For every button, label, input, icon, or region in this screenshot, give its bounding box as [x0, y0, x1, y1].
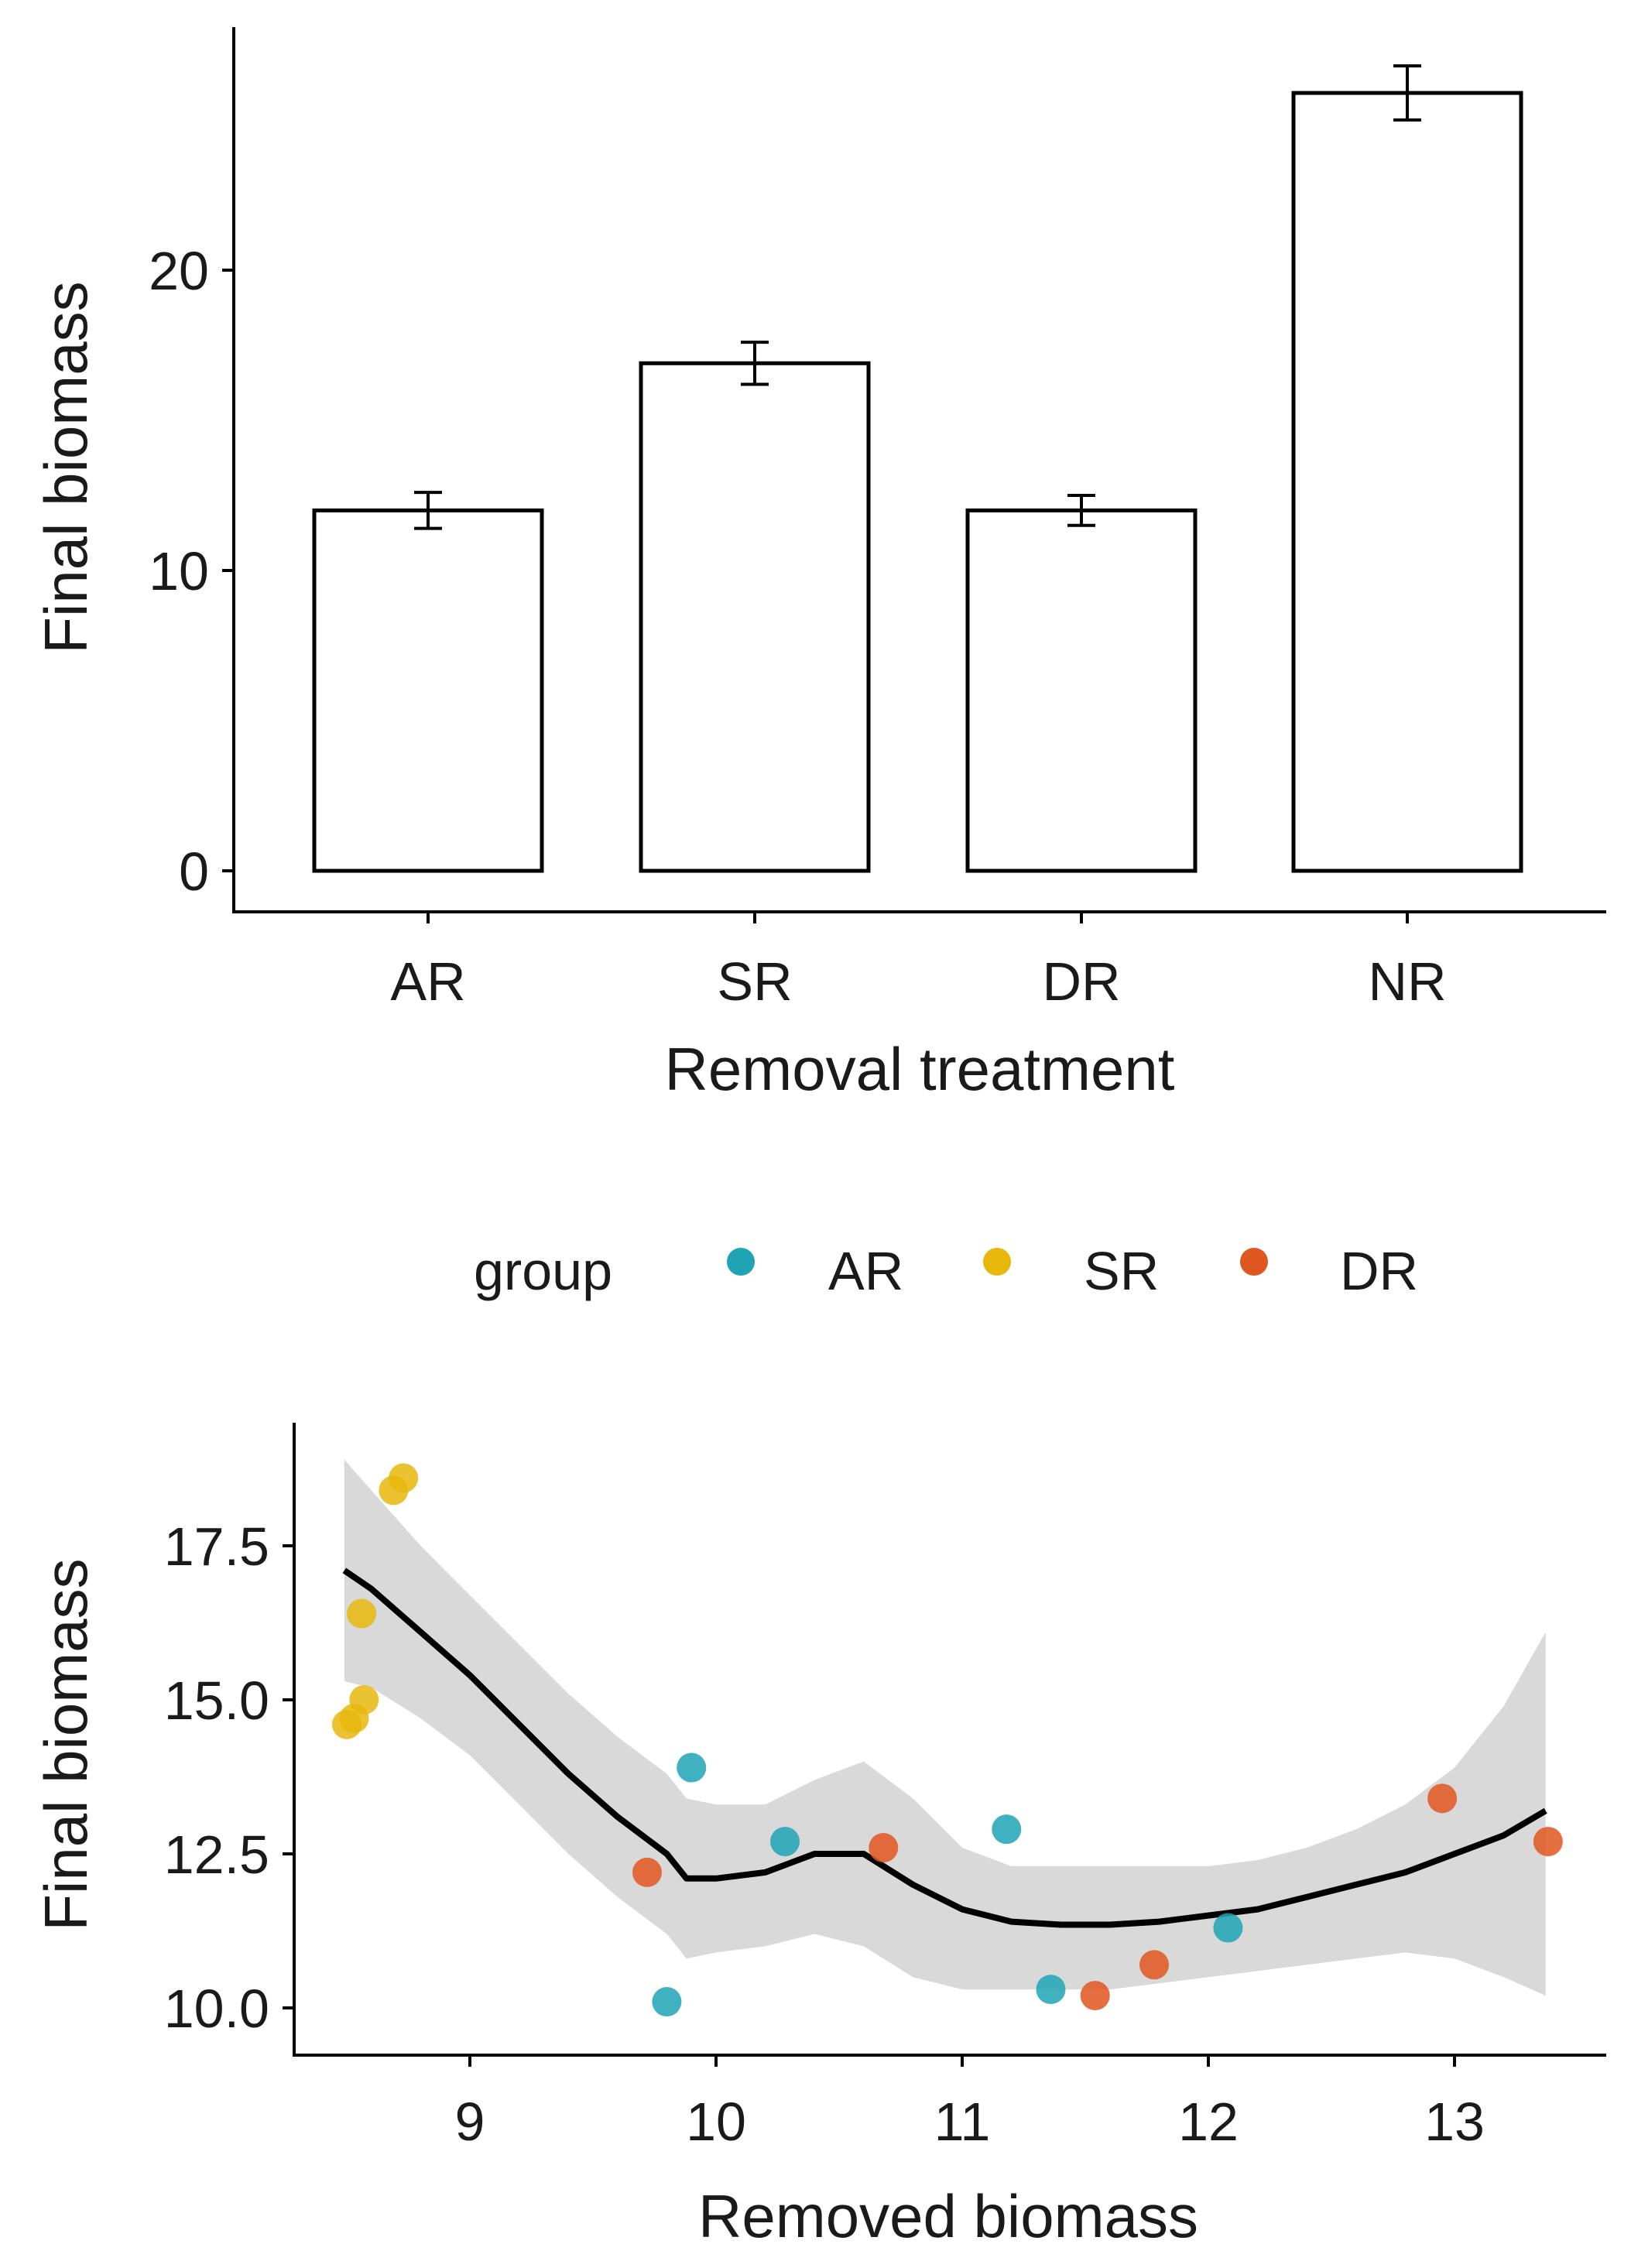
point-ar — [770, 1827, 800, 1857]
point-dr — [869, 1833, 899, 1863]
bar-nr — [1291, 91, 1523, 873]
error-bar-sr — [741, 341, 769, 386]
legend-key-dr — [1240, 1248, 1268, 1276]
point-ar — [652, 1987, 682, 2017]
legend-key-sr — [983, 1248, 1011, 1276]
bar-y-axis-title: Final biomass — [32, 281, 100, 653]
point-dr — [1080, 1981, 1110, 2011]
error-bar-dr — [1067, 494, 1095, 527]
bar-series — [312, 91, 1523, 873]
bar-sr — [639, 361, 871, 873]
scatter-x-tick-label: 11 — [934, 2092, 991, 2152]
scatter-x-tick-label: 12 — [1178, 2092, 1239, 2152]
bar-y-ticks: 0 10 20 — [149, 241, 234, 902]
scatter-x-tick-label: 9 — [455, 2092, 485, 2152]
point-ar — [677, 1752, 707, 1783]
scatter-y-ticks: 10.0 12.5 15.0 17.5 — [164, 1516, 294, 2039]
scatter-y-axis-title: Final biomass — [32, 1558, 100, 1931]
legend-label-dr: DR — [1340, 1241, 1418, 1301]
point-dr — [1533, 1827, 1563, 1857]
legend-title: group — [474, 1241, 612, 1301]
bar-y-tick-label: 0 — [179, 841, 209, 902]
error-bar-nr — [1393, 64, 1421, 122]
point-dr — [632, 1857, 662, 1887]
bar-y-tick-label: 10 — [149, 541, 209, 601]
legend-key-ar — [727, 1248, 755, 1276]
bar-x-tick-label: NR — [1368, 951, 1446, 1012]
point-sr — [389, 1463, 419, 1493]
scatter-y-tick-label: 12.5 — [164, 1824, 269, 1885]
point-sr — [349, 1685, 379, 1715]
bar-x-tick-label: AR — [390, 951, 465, 1012]
scatter-y-tick-label: 17.5 — [164, 1516, 269, 1577]
scatter-x-axis-title: Removed biomass — [698, 2182, 1198, 2250]
series-sr — [332, 1463, 419, 1739]
legend-label-sr: SR — [1084, 1241, 1159, 1301]
legend-label-ar: AR — [828, 1241, 903, 1301]
legend: group AR SR DR — [474, 1241, 1418, 1301]
scatter-y-tick-label: 10.0 — [164, 1979, 269, 2039]
bar-x-axis-title: Removal treatment — [665, 1035, 1175, 1103]
scatter-x-ticks: 9 10 11 12 13 — [455, 2055, 1485, 2152]
bar-y-tick-label: 20 — [149, 241, 209, 301]
smooth-trend-line — [342, 1567, 1547, 1928]
error-bars — [414, 64, 1421, 530]
series-dr — [632, 1783, 1563, 2011]
point-sr — [347, 1598, 377, 1629]
scatter-points — [332, 1463, 1563, 2017]
point-ar — [992, 1814, 1022, 1845]
scatter-y-tick-label: 15.0 — [164, 1670, 269, 1731]
error-bar-ar — [414, 491, 442, 530]
scatter-x-tick-label: 10 — [686, 2092, 746, 2152]
bar-x-tick-label: DR — [1042, 951, 1120, 1012]
point-dr — [1427, 1783, 1458, 1814]
bar-x-ticks: AR SR DR NR — [390, 912, 1447, 1012]
bar-x-tick-label: SR — [717, 951, 792, 1012]
point-ar — [1036, 1975, 1066, 2005]
series-ar — [652, 1752, 1243, 2017]
point-ar — [1213, 1913, 1243, 1943]
bar-dr — [965, 508, 1198, 873]
bar-ar — [312, 508, 544, 873]
scatter-chart-panel: 10.0 12.5 15.0 17.5 9 10 11 12 13 Removed bioma… — [32, 1423, 1606, 2250]
bar-chart-panel: 0 10 20 AR SR DR NR Removal treatment Final b… — [32, 27, 1606, 1103]
scatter-x-tick-label: 13 — [1424, 2092, 1485, 2152]
point-dr — [1139, 1950, 1170, 1980]
